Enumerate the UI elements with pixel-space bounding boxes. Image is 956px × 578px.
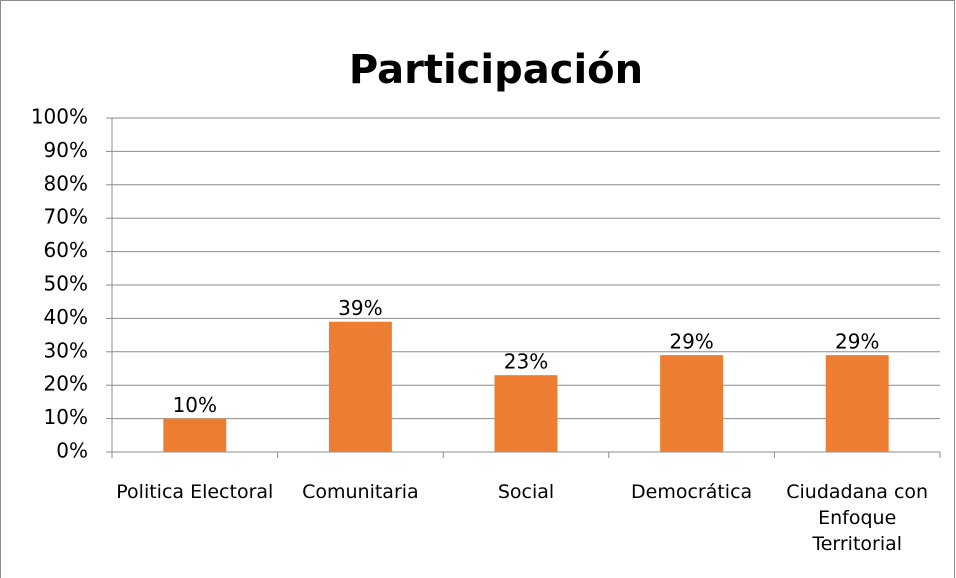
bar — [660, 355, 724, 452]
bar — [328, 321, 392, 452]
y-tick-label: 80% — [44, 171, 88, 195]
y-tick-label: 70% — [44, 205, 88, 229]
data-label: 29% — [835, 330, 879, 354]
y-tick-label: 0% — [56, 439, 88, 463]
x-tick-label: Social — [497, 481, 555, 503]
chart-title: Participación — [349, 47, 643, 93]
y-tick-label: 90% — [44, 138, 88, 162]
x-tick-label: Ciudadana con Enfoque Territorial — [786, 481, 929, 555]
y-tick-label: 30% — [44, 338, 88, 362]
x-tick-label: Politica Electoral — [116, 481, 274, 503]
y-tick-label: 40% — [44, 305, 88, 329]
bar — [494, 375, 558, 452]
y-tick-label: 50% — [44, 272, 88, 296]
x-tick-label: Democrática — [631, 481, 753, 503]
x-tick-label: Comunitaria — [302, 481, 419, 503]
data-label: 10% — [173, 393, 217, 417]
bar — [825, 355, 889, 452]
y-tick-label: 60% — [44, 238, 88, 262]
data-label: 23% — [504, 350, 548, 374]
y-tick-label: 20% — [44, 372, 88, 396]
bar — [163, 418, 227, 452]
data-label: 29% — [669, 330, 713, 354]
y-tick-label: 10% — [44, 405, 88, 429]
y-tick-label: 100% — [31, 105, 88, 129]
data-label: 39% — [338, 296, 382, 320]
